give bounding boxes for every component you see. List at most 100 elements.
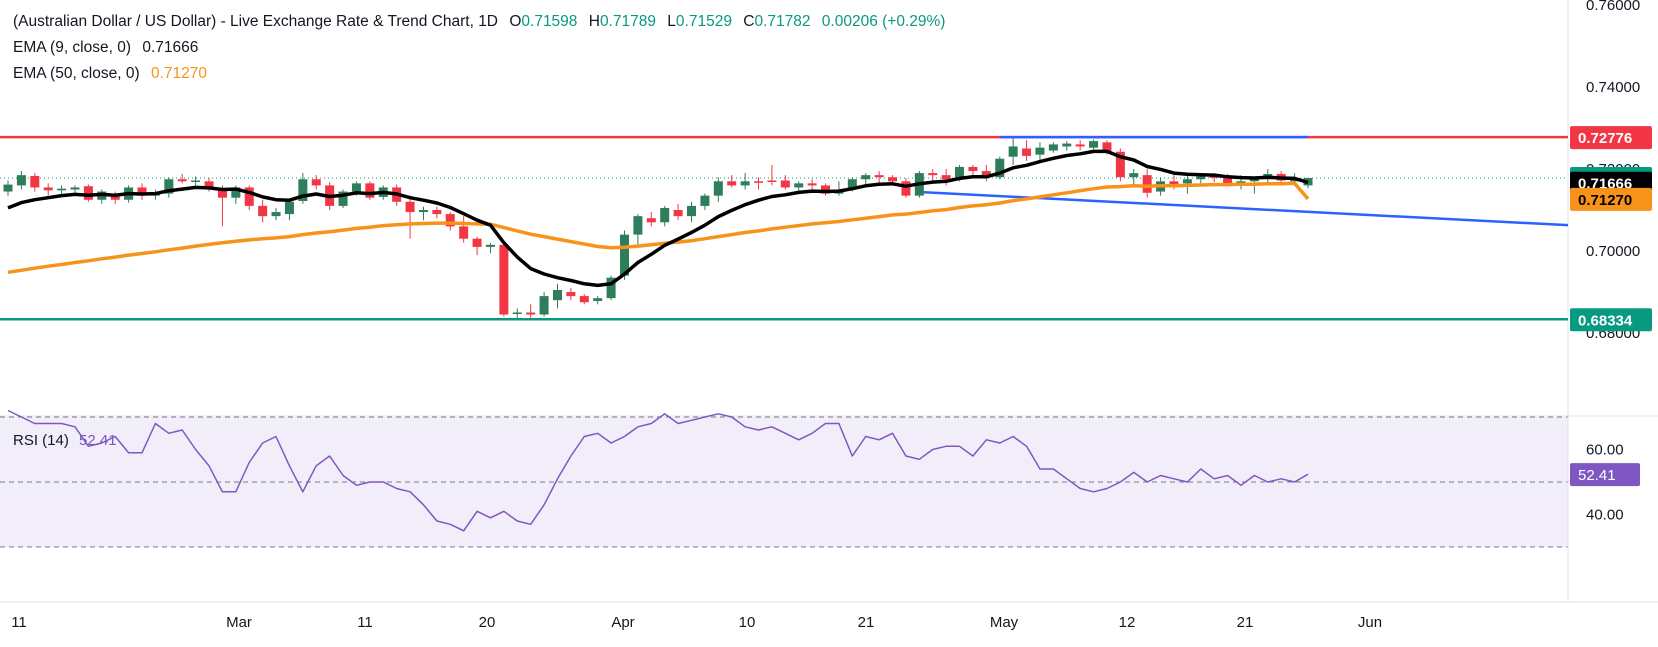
- candle-body: [70, 187, 80, 190]
- candle-body: [552, 289, 562, 301]
- ema50-legend[interactable]: EMA (50, close, 0) 0.71270: [13, 65, 207, 83]
- candle-body: [1075, 144, 1085, 147]
- candle-body: [83, 186, 93, 200]
- price-label-text: 0.72776: [1578, 130, 1632, 147]
- lower-channel-trendline: [919, 190, 1569, 227]
- time-tick-label: Mar: [226, 614, 252, 631]
- candle-body: [284, 201, 294, 215]
- rsi-tick-label: 60.00: [1586, 442, 1624, 459]
- candle-body: [981, 171, 991, 178]
- price-tick-label: 0.70000: [1586, 243, 1640, 260]
- candle-body: [566, 292, 576, 297]
- time-tick-label: 20: [479, 614, 496, 631]
- candle-body: [472, 238, 482, 247]
- candle-body: [1008, 146, 1018, 157]
- candle-body: [579, 296, 589, 303]
- candle-body: [606, 277, 616, 299]
- time-tick-label: Jun: [1358, 614, 1382, 631]
- price-label-box: [1570, 308, 1652, 332]
- rsi-legend[interactable]: RSI (14) 52.41: [13, 432, 117, 449]
- candle-body: [258, 205, 268, 217]
- candle-body: [780, 180, 790, 188]
- candle-body: [888, 177, 898, 182]
- candle-body: [231, 187, 241, 198]
- candle-body: [271, 212, 281, 217]
- candle-body: [673, 210, 683, 217]
- candle-body: [418, 210, 428, 213]
- candle-body: [3, 184, 13, 192]
- price-tick-label: 0.74000: [1586, 79, 1640, 96]
- candle-body: [16, 175, 26, 186]
- candle-body: [901, 181, 911, 196]
- candle-body: [298, 179, 308, 201]
- candle-body: [955, 166, 965, 180]
- candle-body: [445, 214, 455, 227]
- ema9-value: 0.71666: [142, 39, 199, 56]
- candle-body: [754, 181, 764, 183]
- candle-body: [30, 175, 40, 188]
- candle-body: [1142, 175, 1152, 193]
- candle-body: [1236, 181, 1246, 184]
- candle-body: [740, 181, 750, 186]
- candle-body: [700, 195, 710, 206]
- candle-body: [338, 191, 348, 206]
- rsi-tick-label: 40.00: [1586, 507, 1624, 524]
- candle-body: [995, 158, 1005, 178]
- candle-body: [941, 175, 951, 180]
- candle-body: [727, 181, 737, 186]
- candle-body: [1196, 176, 1206, 180]
- candle-body: [794, 183, 804, 188]
- candle-body: [1035, 147, 1045, 155]
- candle-body: [512, 312, 522, 314]
- rsi-label-text: 52.41: [1578, 467, 1616, 484]
- close-value: 0.71782: [754, 13, 811, 30]
- candle-body: [1089, 141, 1099, 148]
- time-tick-label: 21: [1237, 614, 1254, 631]
- open-value: 0.71598: [521, 13, 578, 30]
- time-tick-label: 10: [739, 614, 756, 631]
- time-tick-label: 11: [11, 614, 27, 631]
- ema9-legend[interactable]: EMA (9, close, 0) 0.71666: [13, 39, 198, 57]
- price-label-text: 0.68334: [1578, 312, 1633, 329]
- candle-body: [1249, 179, 1259, 182]
- rsi-label: RSI (14): [13, 432, 69, 449]
- candle-body: [874, 175, 884, 178]
- price-label-text: 0.71270: [1578, 192, 1632, 209]
- candle-body: [821, 185, 831, 194]
- candle-body: [807, 183, 817, 186]
- candle-body: [646, 218, 656, 223]
- low-label: L: [667, 13, 676, 30]
- candle-body: [499, 244, 509, 315]
- candle-body: [365, 183, 375, 198]
- candle-body: [217, 188, 227, 198]
- candle-body: [432, 210, 442, 215]
- open-label: O: [509, 13, 522, 30]
- close-label: C: [743, 13, 755, 30]
- candle-body: [137, 187, 147, 196]
- candle-body: [43, 187, 53, 191]
- high-value: 0.71789: [599, 13, 656, 30]
- low-value: 0.71529: [675, 13, 732, 30]
- price-tick-label: 0.76000: [1586, 0, 1640, 14]
- high-label: H: [588, 13, 600, 30]
- candle-body: [633, 216, 643, 235]
- candle-body: [1182, 179, 1192, 184]
- time-tick-label: Apr: [611, 614, 634, 631]
- candle-body: [861, 175, 871, 180]
- candle-body: [593, 298, 603, 302]
- candle-body: [244, 187, 254, 206]
- ema9-label: EMA (9, close, 0): [13, 39, 132, 56]
- candle-body: [687, 205, 697, 217]
- candle-body: [1129, 173, 1139, 178]
- candle-body: [485, 244, 495, 247]
- chart-title: (Australian Dollar / US Dollar) - Live E…: [13, 13, 499, 30]
- candle-body: [1022, 148, 1032, 156]
- time-tick-label: 11: [357, 614, 373, 631]
- candle-body: [968, 166, 978, 172]
- price-label-box: [1570, 126, 1652, 150]
- candle-body: [713, 181, 723, 196]
- candle-body: [351, 183, 361, 192]
- candle-body: [1102, 142, 1112, 152]
- candle-body: [1048, 144, 1058, 151]
